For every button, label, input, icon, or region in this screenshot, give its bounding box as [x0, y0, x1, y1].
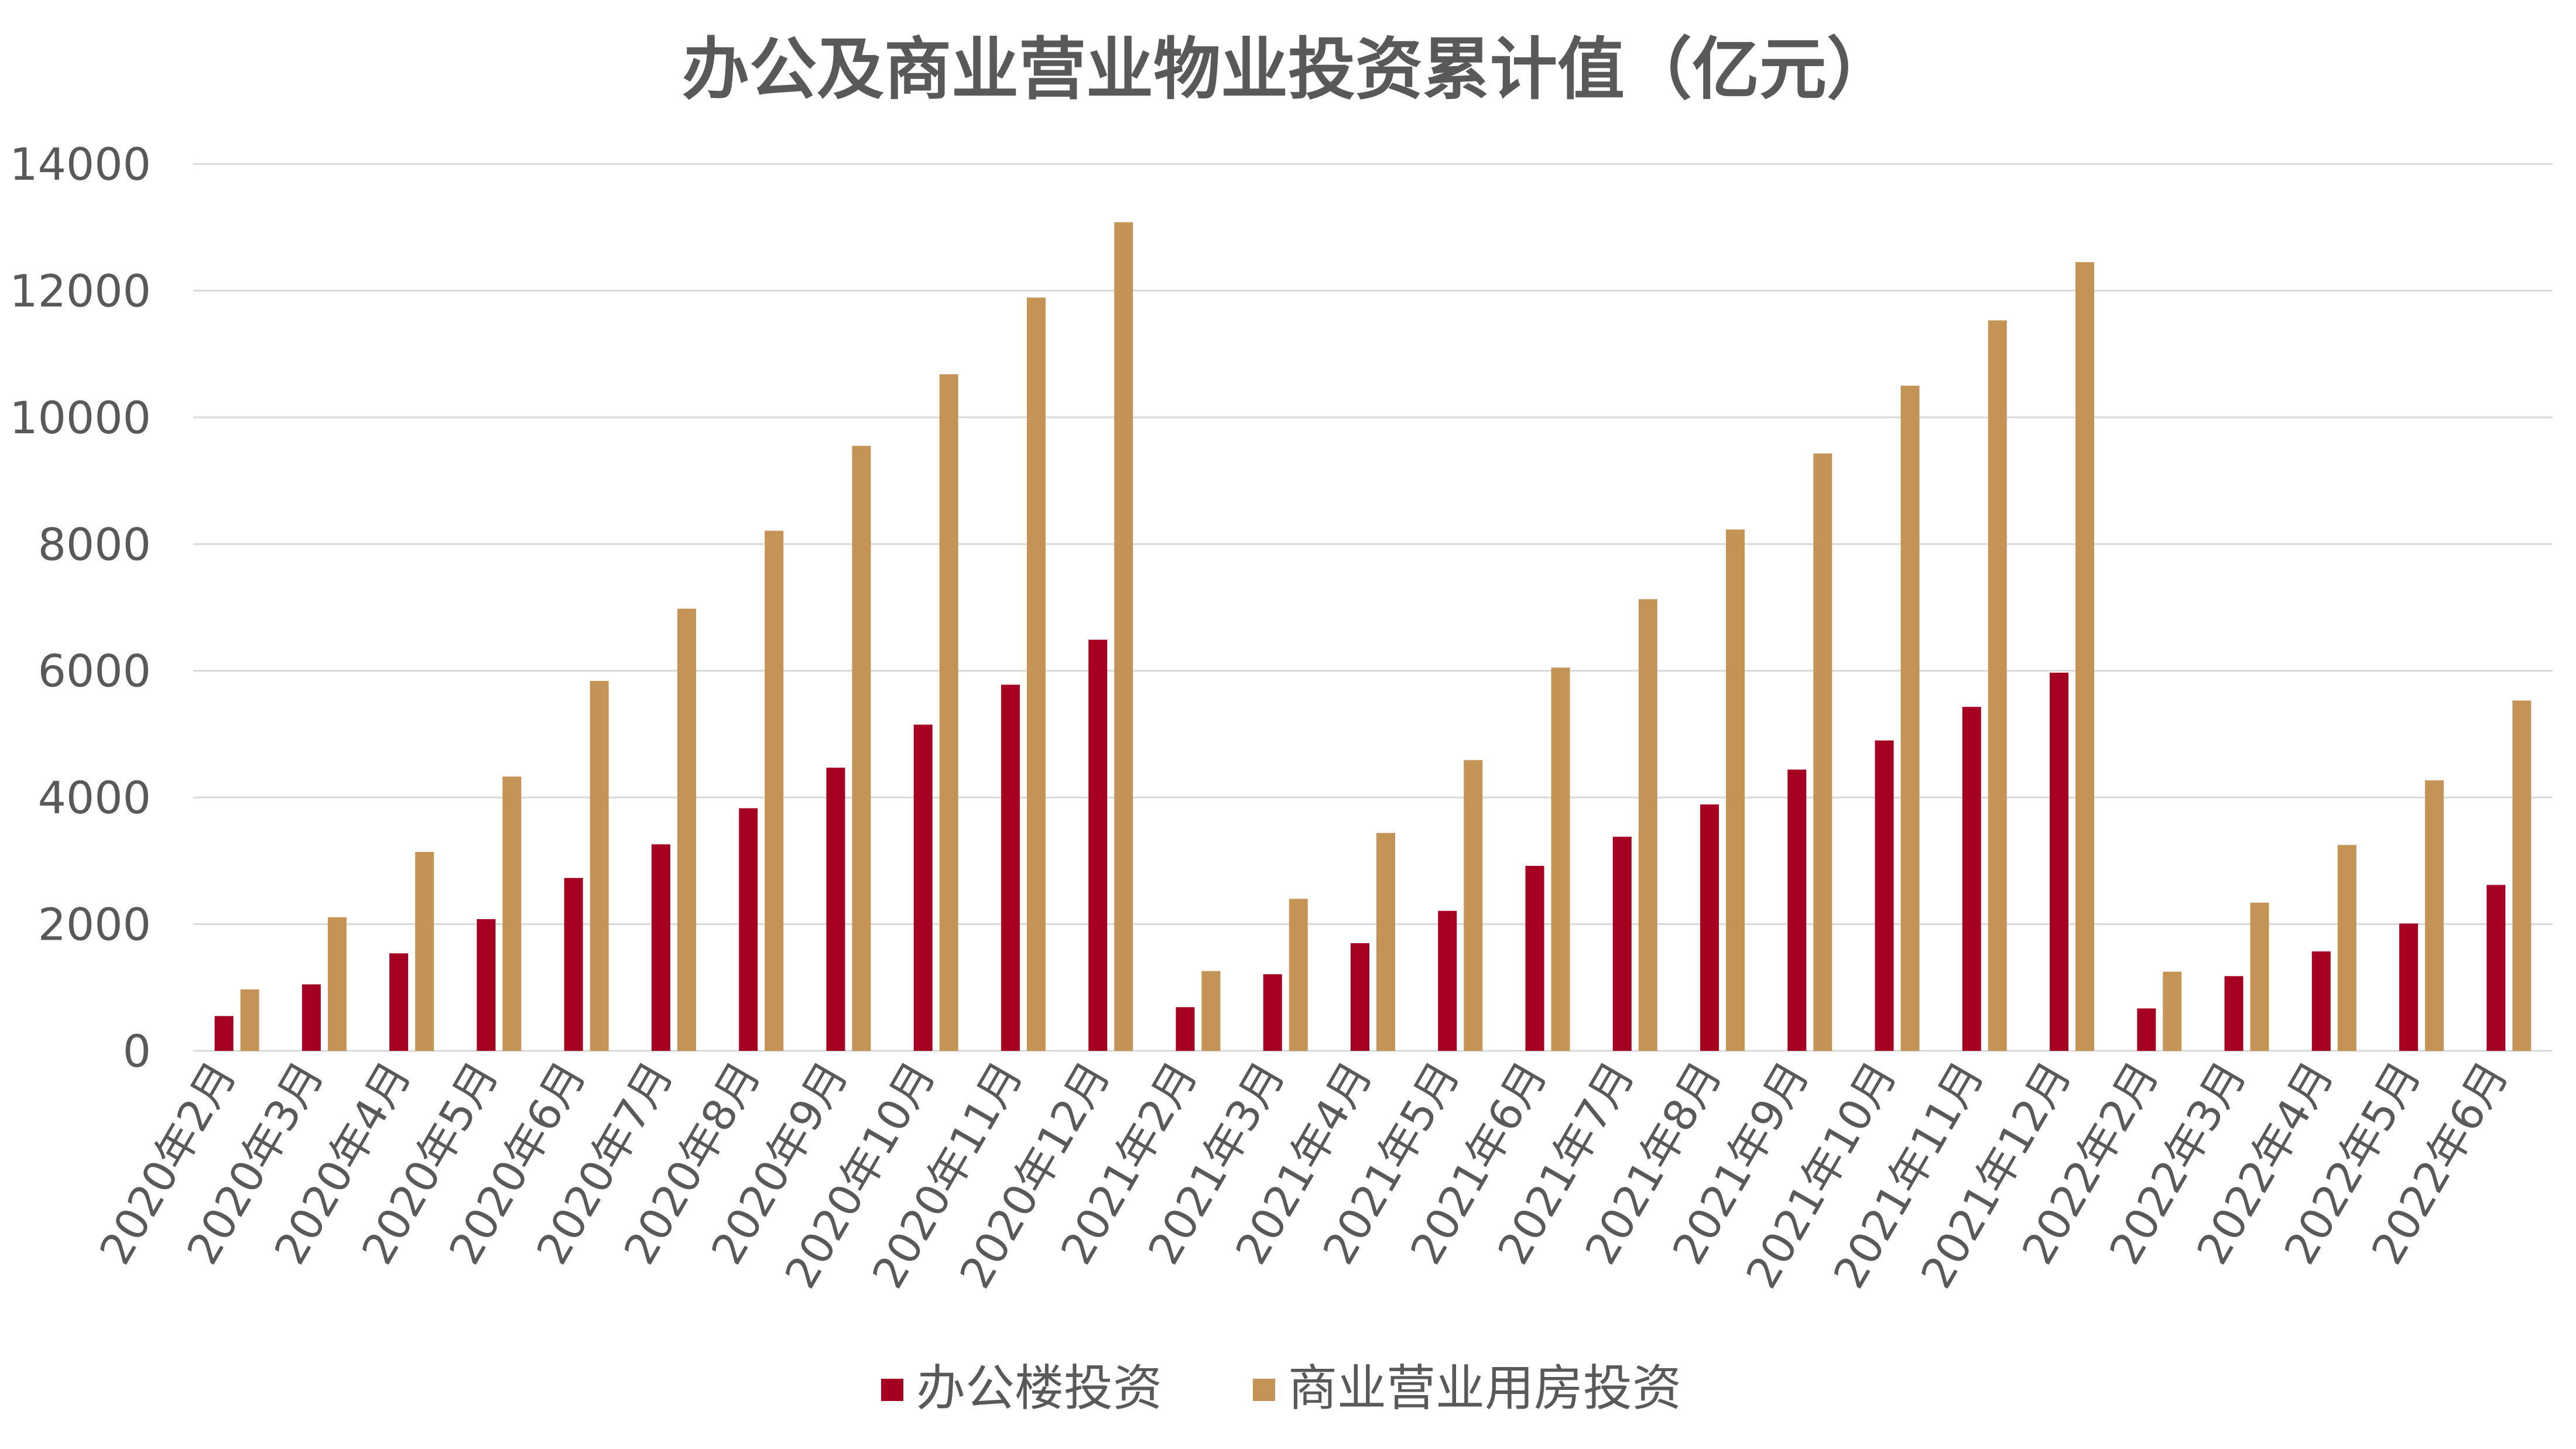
bar-office: [826, 768, 845, 1051]
bar-office: [1438, 910, 1457, 1051]
bar-office: [913, 724, 933, 1051]
bar-commercial: [1900, 385, 1920, 1051]
bar-office: [389, 953, 409, 1051]
bar-commercial: [2075, 262, 2095, 1051]
bar-office: [1700, 804, 1719, 1051]
bar-commercial: [1201, 971, 1221, 1051]
bar-office: [2311, 951, 2331, 1051]
bar-commercial: [1551, 667, 1570, 1051]
bar-commercial: [2512, 700, 2532, 1051]
bar-office: [1176, 1007, 1195, 1051]
bar-office: [1001, 684, 1020, 1051]
bar-commercial: [939, 374, 958, 1051]
bar-commercial: [2163, 971, 2182, 1051]
bar-office: [2224, 976, 2243, 1051]
bar-office: [1875, 740, 1894, 1051]
y-tick-label: 0: [123, 1025, 151, 1077]
legend-swatch-office: [881, 1379, 903, 1401]
bar-office: [2486, 885, 2506, 1051]
bar-commercial: [2337, 845, 2356, 1051]
bar-commercial: [1289, 899, 1308, 1051]
chart-title: 办公及商业营业物业投资累计值（亿元）: [682, 30, 1894, 109]
bar-commercial: [502, 776, 522, 1051]
gridlines: [193, 163, 2553, 1052]
bar-commercial: [765, 530, 784, 1051]
bar-commercial: [1464, 760, 1483, 1051]
bar-commercial: [677, 608, 696, 1051]
bar-commercial: [1026, 297, 1046, 1051]
bar-commercial: [1726, 529, 1745, 1051]
bar-office: [1612, 837, 1632, 1051]
bar-office: [1962, 707, 1981, 1051]
bar-commercial: [2250, 902, 2269, 1051]
y-tick-label: 6000: [38, 645, 151, 697]
y-tick-label: 8000: [38, 518, 151, 570]
bar-office: [651, 844, 670, 1051]
bar-office: [1088, 639, 1108, 1051]
bar-commercial: [415, 852, 434, 1051]
legend: 办公楼投资 商业营业用房投资: [881, 1359, 1681, 1417]
bar-office: [2050, 672, 2069, 1051]
x-axis-ticks: 2020年2月2020年3月2020年4月2020年5月2020年6月2020年…: [90, 1053, 2518, 1297]
y-tick-label: 12000: [9, 265, 151, 317]
bar-office: [1525, 866, 1544, 1051]
bar-commercial: [852, 446, 871, 1051]
bar-office: [564, 878, 583, 1051]
legend-label-office: 办公楼投资: [916, 1359, 1162, 1417]
bar-commercial: [590, 681, 609, 1051]
bar-commercial: [1376, 833, 1395, 1051]
bar-commercial: [1114, 222, 1133, 1051]
y-axis-ticks: 0 2000 4000 6000 8000 10000 12000 14000: [9, 138, 151, 1077]
bar-office: [739, 808, 758, 1051]
bar-office: [302, 984, 321, 1051]
bar-office: [1263, 974, 1282, 1051]
bar-commercial: [2425, 780, 2444, 1051]
bar-commercial: [1638, 599, 1657, 1051]
bar-office: [2137, 1008, 2156, 1051]
bar-commercial: [240, 989, 259, 1051]
legend-label-commercial: 商业营业用房投资: [1288, 1359, 1681, 1417]
y-tick-label: 4000: [38, 772, 151, 824]
y-tick-label: 2000: [38, 899, 151, 951]
bar-commercial: [1988, 320, 2007, 1051]
bar-commercial: [1813, 453, 1832, 1051]
bars: [214, 222, 2532, 1051]
bar-office: [1787, 769, 1807, 1051]
y-tick-label: 10000: [9, 392, 151, 444]
bar-office: [214, 1016, 234, 1051]
legend-swatch-commercial: [1253, 1379, 1275, 1401]
bar-office: [2399, 923, 2419, 1051]
bar-commercial: [327, 917, 347, 1051]
bar-office: [1351, 943, 1369, 1051]
y-tick-label: 14000: [9, 138, 151, 190]
bar-office: [477, 919, 496, 1051]
